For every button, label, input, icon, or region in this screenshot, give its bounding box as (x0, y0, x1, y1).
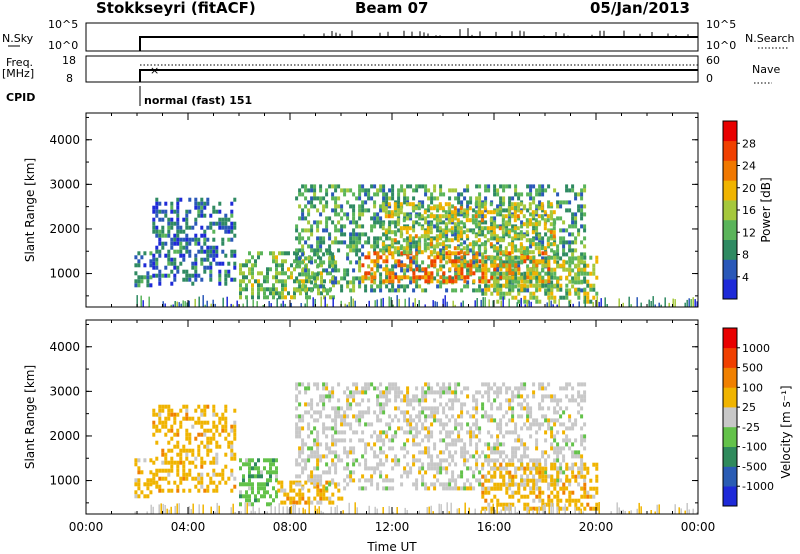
beam-title: Beam 07 (355, 0, 428, 17)
power-ytick-label: 1000 (49, 267, 80, 281)
power-ytick-label: 3000 (49, 177, 80, 191)
velocity-ytick-label: 2000 (49, 429, 80, 443)
freq-tick-bottom: 8 (66, 72, 73, 85)
time-xtick-label: 00:00 (681, 520, 716, 534)
power-colorbar-tick: 12 (742, 226, 756, 239)
velocity-region-0 (134, 458, 153, 499)
power-colorbar-swatch (723, 239, 737, 260)
velocity-colorbar-tick: 500 (742, 362, 763, 375)
power-region-6 (481, 255, 599, 304)
velocity-colorbar-swatch (723, 347, 737, 368)
nsky-label: N.Sky (2, 32, 34, 45)
nave-tick-top: 60 (706, 54, 720, 67)
power-colorbar-tick: 24 (742, 160, 756, 173)
time-xtick-label: 04:00 (171, 520, 206, 534)
velocity-colorbar-tick: 25 (742, 401, 756, 414)
power-ylabel: Slant Range [km] (23, 158, 37, 262)
velocity-colorbar-tick: 1000 (742, 342, 770, 355)
power-colorbar-tick: 16 (742, 204, 756, 217)
velocity-colorbar-swatch (723, 486, 737, 507)
velocity-colorbar-tick: -500 (742, 460, 767, 473)
velocity-colorbar-tick: -1000 (742, 480, 774, 493)
power-colorbar-tick: 20 (742, 182, 756, 195)
power-region-5 (381, 202, 556, 255)
time-xtick-label: 08:00 (273, 520, 308, 534)
power-colorbar-swatch (723, 200, 737, 221)
power-colorbar-tick: 4 (742, 271, 749, 284)
time-xlabel: Time UT (366, 540, 417, 554)
velocity-colorbar-swatch (723, 367, 737, 388)
velocity-colorbar-tick: -25 (742, 421, 760, 434)
time-xtick-label: 20:00 (579, 520, 614, 534)
power-colorbar-swatch (723, 219, 737, 240)
power-ground-scatter (136, 295, 698, 308)
time-xtick-label: 00:00 (69, 520, 104, 534)
power-region-2 (239, 251, 335, 300)
velocity-colorbar-swatch (723, 466, 737, 487)
power-colorbar-swatch (723, 121, 737, 142)
freq-tick-top: 18 (62, 54, 76, 67)
velocity-colorbar-swatch (723, 446, 737, 467)
velocity-region-3 (277, 480, 344, 505)
velocity-colorbar-swatch (723, 407, 737, 428)
velocity-colorbar-swatch (723, 426, 737, 447)
nsearch-tick-bottom: 10^0 (706, 39, 736, 52)
velocity-ytick-label: 1000 (49, 474, 80, 488)
cpid-text: normal (fast) 151 (144, 94, 252, 107)
station-title: Stokkseyri (fitACF) (96, 0, 256, 17)
nave-label: Nave (752, 63, 780, 76)
power-colorbar-swatch (723, 180, 737, 201)
power-ytick-label: 2000 (49, 222, 80, 236)
velocity-ground-scatter (134, 502, 698, 515)
freq-label-line1: Freq. (6, 56, 33, 69)
nsearch-label: N.Search (745, 32, 795, 45)
velocity-ytick-label: 4000 (49, 340, 80, 354)
velocity-colorbar-swatch (723, 328, 737, 349)
velocity-colorbar-swatch (723, 387, 737, 408)
nsky-panel: N.Sky 10^5 10^0 10^5 10^0 N.Search (2, 18, 795, 52)
velocity-panel: 1000 2000 3000 4000 00:00 04:00 08:00 12:00 16:0… (23, 319, 793, 554)
power-ytick-label: 4000 (49, 133, 80, 147)
velocity-region-2 (239, 458, 278, 507)
velocity-region-1 (152, 404, 237, 493)
nave-tick-bottom: 0 (706, 72, 713, 85)
freq-panel: × Freq. [MHz] 18 8 60 0 Nave (2, 54, 780, 85)
power-colorbar-swatch (723, 140, 737, 161)
nsky-tick-top: 10^5 (48, 18, 78, 31)
velocity-ytick-label: 3000 (49, 384, 80, 398)
power-panel: 1000 2000 3000 4000 Slant Range [km] 4 8 12 16… (23, 112, 773, 308)
power-colorbar-swatch (723, 259, 737, 280)
nsearch-tick-top: 10^5 (706, 18, 736, 31)
date-title: 05/Jan/2013 (590, 0, 690, 17)
power-colorbar-tick: 8 (742, 249, 749, 262)
svg-text:×: × (150, 64, 159, 77)
time-xtick-label: 12:00 (375, 520, 410, 534)
power-region-1 (152, 197, 237, 286)
power-colorbar-swatch (723, 160, 737, 181)
power-colorbar-label: Power [dB] (759, 177, 773, 242)
nsky-tick-bottom: 10^0 (48, 39, 78, 52)
velocity-colorbar-label: Velocity [m s⁻¹] (779, 385, 793, 478)
power-region-0 (134, 251, 153, 288)
velocity-ylabel: Slant Range [km] (23, 365, 37, 469)
power-colorbar-swatch (723, 279, 737, 300)
time-xtick-label: 16:00 (477, 520, 512, 534)
velocity-colorbar-tick: -100 (742, 441, 767, 454)
cpid-label: CPID (6, 91, 35, 104)
power-colorbar-tick: 28 (742, 137, 756, 150)
power-region-3 (295, 184, 587, 293)
velocity-colorbar-tick: 100 (742, 381, 763, 394)
freq-label-line2: [MHz] (2, 67, 34, 80)
cpid-row: CPID normal (fast) 151 (6, 86, 252, 107)
